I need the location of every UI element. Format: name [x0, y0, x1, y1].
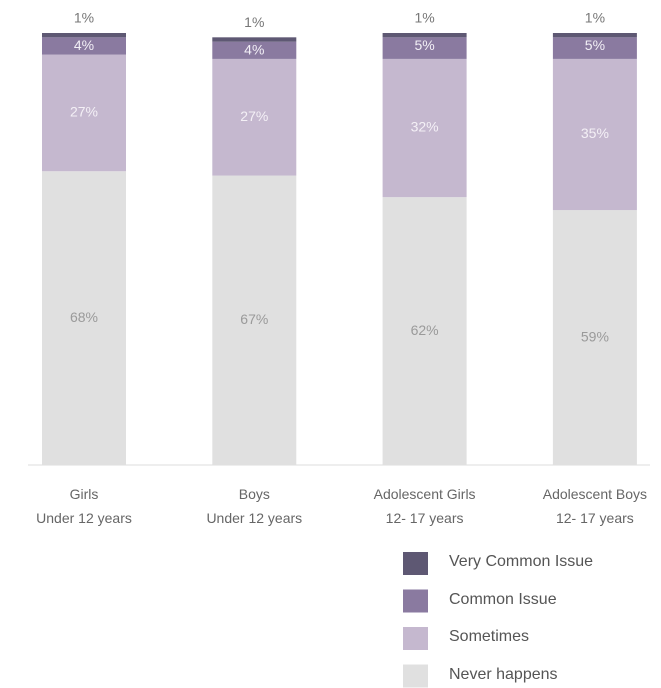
bar-segment: [42, 33, 126, 38]
data-label: 1%: [414, 10, 434, 26]
bar-segment: [382, 37, 467, 59]
data-label: 35%: [581, 125, 609, 141]
legend-swatch: [403, 664, 428, 688]
bar-segment: [212, 58, 297, 176]
x-tick-label: Adolescent Boys 12- 17 years: [542, 486, 648, 526]
bar-segment: [42, 54, 126, 172]
data-label: 4%: [74, 37, 94, 53]
data-label: 62%: [411, 322, 439, 338]
data-label: 68%: [70, 309, 98, 325]
bar-segment: [42, 171, 126, 466]
bar-segment: [212, 175, 297, 465]
data-label: 1%: [74, 10, 94, 26]
legend-label: Sometimes: [449, 628, 530, 645]
bar-segment: [382, 197, 467, 465]
legend-label: Common Issue: [449, 590, 557, 608]
legend-swatch: [403, 552, 428, 575]
data-label: 4%: [244, 41, 264, 57]
bar-segment: [382, 58, 467, 198]
x-tick-label: Girls Under 12 years: [36, 486, 132, 526]
bar-segment: [552, 58, 637, 211]
x-tick-label: Boys Under 12 years: [206, 486, 303, 526]
data-label: 1%: [585, 10, 605, 26]
x-tick-label: Adolescent Girls 12- 17 years: [373, 486, 476, 526]
data-label: 27%: [240, 108, 268, 124]
data-label: 5%: [414, 37, 434, 53]
data-label: 67%: [240, 311, 268, 327]
bar-segment: [552, 210, 637, 465]
legend-swatch: [403, 589, 428, 613]
data-label: 5%: [585, 37, 605, 53]
legend-label: Never happens: [449, 665, 558, 683]
bar-segment: [552, 37, 637, 59]
data-label: 32%: [411, 119, 439, 135]
legend-swatch: [403, 627, 428, 650]
bar-segment: [212, 37, 297, 42]
bar-segment: [552, 33, 637, 38]
bar-segment: [42, 37, 126, 55]
legend-label: Very Common Issue: [449, 553, 594, 570]
bar-segment: [212, 41, 297, 59]
data-label: 27%: [70, 104, 98, 120]
bar-segment: [382, 33, 467, 38]
data-label: 1%: [244, 14, 264, 30]
data-label: 59%: [581, 328, 609, 344]
